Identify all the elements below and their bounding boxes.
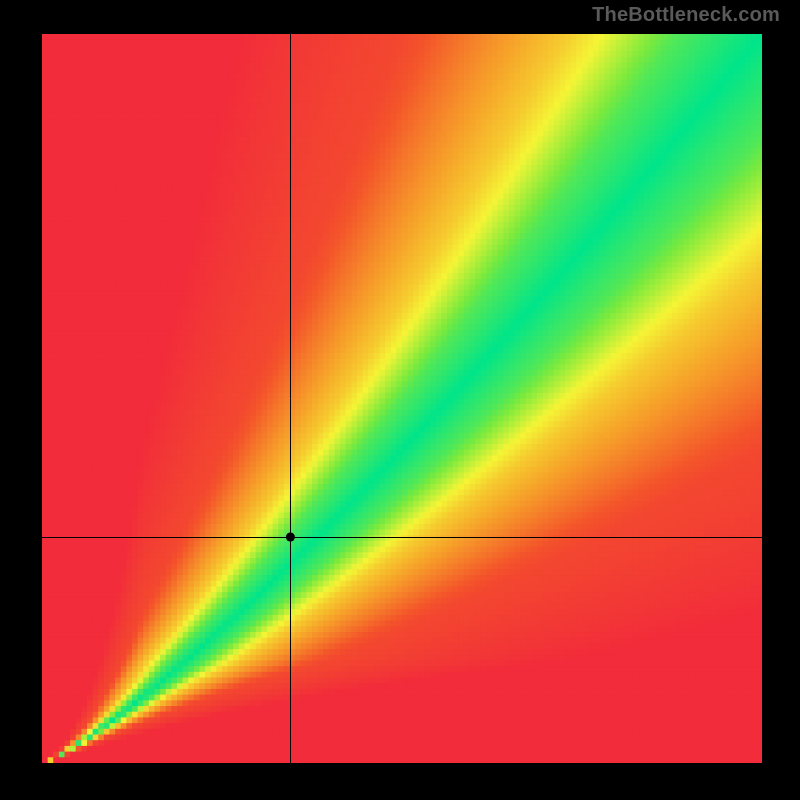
figure-frame: { "watermark": { "text": "TheBottleneck.… [0, 0, 800, 800]
bottleneck-heatmap-canvas [42, 34, 762, 763]
plot-area [42, 34, 762, 763]
watermark-text: TheBottleneck.com [592, 4, 780, 27]
